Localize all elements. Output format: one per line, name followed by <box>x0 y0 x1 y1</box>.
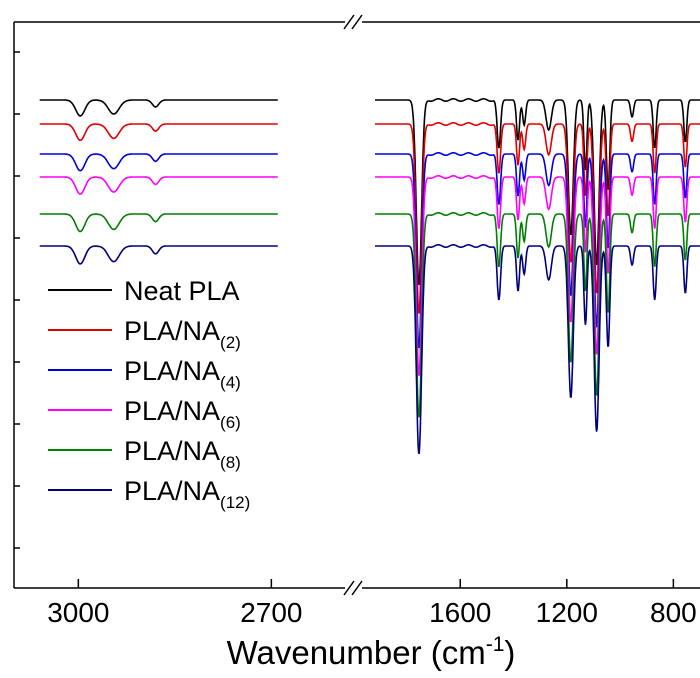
x-tick-label-2700: 2700 <box>240 597 302 628</box>
x-tick-label-1200: 1200 <box>536 597 598 628</box>
legend: Neat PLAPLA/NA(2)PLA/NA(4)PLA/NA(6)PLA/N… <box>48 276 250 512</box>
x-axis-label-sup: -1 <box>486 633 505 656</box>
series-line-2-part-0 <box>39 153 278 172</box>
legend-name-5: PLA/NA <box>124 476 220 506</box>
series-line-0-part-1 <box>375 98 700 285</box>
legend-label-4: PLA/NA(8) <box>124 436 241 472</box>
legend-sub-2: (4) <box>220 373 241 392</box>
x-axis-label: Wavenumber (cm-1) <box>227 633 516 671</box>
spectra-group <box>39 98 700 454</box>
series-line-5-part-1 <box>375 244 700 454</box>
series-line-3-part-0 <box>39 176 278 195</box>
x-tick-label-1600: 1600 <box>429 597 491 628</box>
axis-break-bottom-2 <box>351 580 363 596</box>
series-line-4-part-0 <box>39 213 278 233</box>
x-axis-label-text: Wavenumber (cm <box>227 634 486 671</box>
series-line-0-part-0 <box>39 99 278 117</box>
x-tick-label-800: 800 <box>650 597 697 628</box>
series-line-4-part-1 <box>375 212 700 418</box>
legend-name-3: PLA/NA <box>124 396 220 426</box>
legend-name-1: PLA/NA <box>124 316 220 346</box>
series-line-3-part-1 <box>375 175 700 376</box>
legend-label-0: Neat PLA <box>124 276 240 306</box>
series-line-1-part-1 <box>375 122 700 314</box>
x-tick-label-3000: 3000 <box>47 597 109 628</box>
legend-name-0: Neat PLA <box>124 276 240 306</box>
series-line-5-part-0 <box>39 245 278 265</box>
legend-label-3: PLA/NA(6) <box>124 396 241 432</box>
plot-frame <box>13 14 700 596</box>
legend-sub-5: (12) <box>220 493 250 512</box>
legend-name-4: PLA/NA <box>124 436 220 466</box>
axis-break-top-2 <box>351 14 363 30</box>
x-axis-label-close: ) <box>504 634 515 671</box>
series-line-1-part-0 <box>39 123 278 141</box>
axis-ticks: 3000 2700 1600 1200 800 <box>14 51 697 628</box>
legend-label-2: PLA/NA(4) <box>124 356 241 392</box>
legend-label-5: PLA/NA(12) <box>124 476 250 512</box>
axis-break-bottom-1 <box>343 580 355 596</box>
legend-sub-4: (8) <box>220 453 241 472</box>
axis-break-top-1 <box>343 14 355 30</box>
legend-name-2: PLA/NA <box>124 356 220 386</box>
series-line-2-part-1 <box>375 152 700 349</box>
legend-label-1: PLA/NA(2) <box>124 316 241 352</box>
legend-sub-3: (6) <box>220 413 241 432</box>
legend-sub-1: (2) <box>220 333 241 352</box>
